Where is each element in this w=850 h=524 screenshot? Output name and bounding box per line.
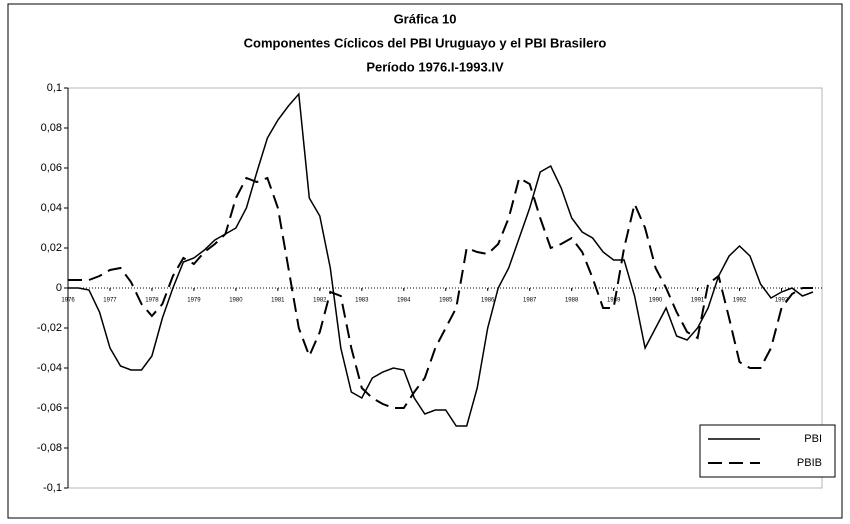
x-tick-label: 1984: [397, 298, 411, 304]
y-tick-label: -0,04: [37, 362, 62, 374]
y-tick-label: 0,1: [47, 82, 62, 94]
x-tick-label: 1985: [439, 298, 453, 304]
chart-period: Período 1976.I-1993.IV: [366, 59, 504, 74]
x-tick-label: 1979: [187, 298, 201, 304]
y-tick-label: -0,1: [43, 482, 62, 494]
x-tick-label: 1987: [523, 298, 537, 304]
x-tick-label: 1986: [481, 298, 495, 304]
y-tick-label: -0,08: [37, 442, 62, 454]
x-tick-label: 1992: [733, 298, 747, 304]
x-tick-label: 1980: [229, 298, 243, 304]
y-tick-label: -0,06: [37, 402, 62, 414]
y-tick-label: 0: [56, 282, 62, 294]
x-tick-label: 1977: [103, 298, 117, 304]
x-tick-label: 1993: [775, 298, 789, 304]
x-tick-label: 1991: [691, 298, 705, 304]
y-tick-label: 0,06: [41, 162, 62, 174]
line-series: [68, 92, 814, 427]
x-tick-label: 1981: [271, 298, 285, 304]
x-tick-label: 1990: [649, 298, 663, 304]
legend: [699, 424, 836, 478]
x-tick-label: 1983: [355, 298, 369, 304]
legend-label: PBIB: [797, 457, 822, 469]
x-tick-label: 1976: [61, 298, 75, 304]
chart-title: Gráfica 10: [394, 11, 457, 26]
x-tick-label: 1988: [565, 298, 579, 304]
chart-subtitle: Componentes Cíclicos del PBI Uruguayo y …: [244, 35, 607, 50]
legend-label: PBI: [804, 433, 822, 445]
line-series: [68, 176, 813, 409]
x-tick-label: 1978: [145, 298, 159, 304]
y-tick-label: 0,02: [41, 242, 62, 254]
y-tick-label: 0,08: [41, 122, 62, 134]
y-tick-label: -0,02: [37, 322, 62, 334]
x-tick-label: 1982: [313, 298, 327, 304]
y-tick-label: 0,04: [41, 202, 62, 214]
